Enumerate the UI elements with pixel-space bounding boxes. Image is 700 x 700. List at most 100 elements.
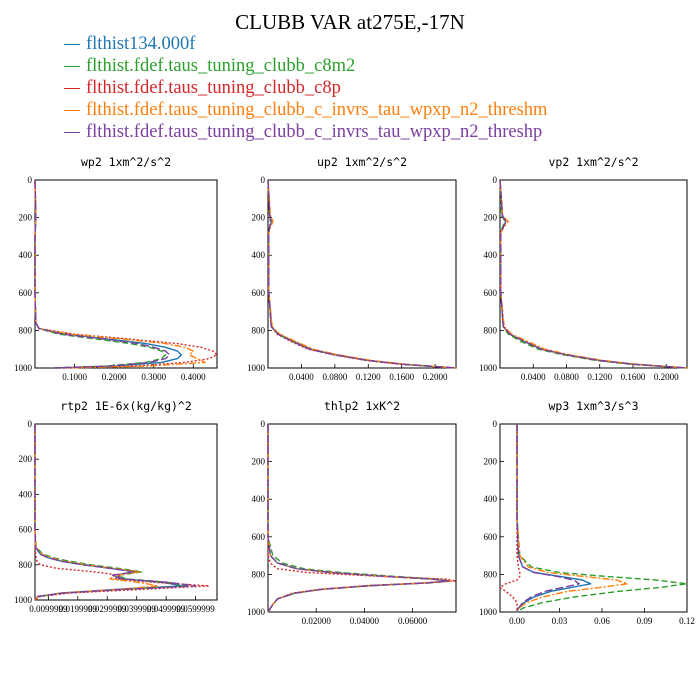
y-tick-label: 600 — [484, 288, 498, 298]
panel-frame — [499, 179, 688, 369]
x-tick-label: 0.1000 — [62, 372, 87, 382]
y-tick-label: 800 — [19, 560, 33, 570]
y-tick-label: 800 — [484, 569, 498, 579]
y-tick-label: 800 — [19, 325, 33, 335]
legend-item: flthist.fdef.taus_tuning_clubb_c8p — [64, 77, 547, 99]
x-tick-label: 0.0099999 — [29, 604, 68, 614]
legend-label: flthist.fdef.taus_tuning_clubb_c8m2 — [86, 55, 356, 76]
x-tick-label: 0.0199999 — [59, 604, 98, 614]
panel-title: wp2 1xm^2/s^2 — [81, 155, 171, 169]
x-tick-label: 0.1600 — [389, 372, 414, 382]
legend-label: flthist.fdef.taus_tuning_clubb_c8p — [86, 77, 341, 98]
y-tick-label: 400 — [252, 494, 266, 504]
x-tick-label: 0.2000 — [102, 372, 127, 382]
legend-item: flthist.fdef.taus_tuning_clubb_c_invrs_t… — [64, 121, 547, 143]
series-line — [516, 424, 688, 613]
y-tick-label: 400 — [19, 250, 33, 260]
series-line — [267, 424, 452, 613]
x-tick-label: 0.0400 — [521, 372, 546, 382]
legend-item: flthist.fdef.taus_tuning_clubb_c8m2 — [64, 55, 547, 77]
x-tick-label: 0.2000 — [654, 372, 679, 382]
series-line — [516, 424, 580, 613]
series-line — [34, 424, 159, 601]
panel-title: thlp2 1xK^2 — [324, 399, 400, 413]
series-line — [34, 424, 210, 601]
y-tick-label: 200 — [252, 457, 266, 467]
y-tick-label: 200 — [19, 213, 33, 223]
y-tick-label: 1000 — [479, 607, 498, 617]
y-tick-label: 0 — [28, 175, 33, 185]
panel-frame — [267, 423, 457, 613]
y-tick-label: 0 — [261, 175, 266, 185]
y-tick-label: 1000 — [14, 363, 33, 373]
y-tick-label: 0 — [261, 419, 266, 429]
y-tick-label: 200 — [484, 213, 498, 223]
legend-line — [64, 87, 80, 89]
x-tick-label: 0.06000 — [398, 616, 428, 626]
y-tick-label: 0 — [28, 419, 33, 429]
x-tick-label: 0.2000 — [423, 372, 448, 382]
y-tick-label: 0 — [493, 419, 498, 429]
panel-frame — [267, 179, 457, 369]
x-tick-label: 0.00 — [509, 616, 525, 626]
x-tick-label: 0.0599999 — [176, 604, 215, 614]
panel-title: wp3 1xm^3/s^3 — [548, 399, 638, 413]
y-tick-label: 1000 — [247, 607, 266, 617]
legend-line — [64, 65, 80, 67]
x-tick-label: 0.1200 — [587, 372, 612, 382]
panel: rtp2 1E-6x(kg/kg)^2 0 200 400 600 800 10000.00… — [14, 399, 218, 614]
legend-label: flthist.fdef.taus_tuning_clubb_c_invrs_t… — [86, 121, 543, 142]
y-tick-label: 400 — [19, 489, 33, 499]
panel: thlp2 1xK^2 0 200 400 600 800 1000 0.02000 0.040… — [247, 399, 457, 626]
x-tick-label: 0.03 — [552, 616, 568, 626]
series-line — [499, 179, 688, 369]
legend-line — [64, 131, 80, 133]
y-tick-label: 200 — [252, 213, 266, 223]
y-tick-label: 600 — [484, 532, 498, 542]
y-tick-label: 400 — [252, 250, 266, 260]
series-line — [516, 424, 629, 613]
y-tick-label: 0 — [493, 175, 498, 185]
series-line — [499, 424, 521, 612]
series-line — [267, 179, 457, 369]
series-line — [267, 424, 457, 613]
series-line — [34, 179, 206, 369]
series-line — [34, 424, 197, 601]
y-tick-label: 600 — [252, 288, 266, 298]
y-tick-label: 600 — [19, 288, 33, 298]
panel-frame — [499, 423, 688, 613]
series-line — [499, 179, 688, 369]
x-tick-label: 0.0399999 — [118, 604, 157, 614]
y-tick-label: 600 — [19, 525, 33, 535]
legend-line — [64, 43, 80, 45]
y-tick-label: 400 — [484, 494, 498, 504]
panel: wp3 1xm^3/s^3 0 200 400 600 800 1000 0.00 0.03 0.… — [479, 399, 695, 626]
series-line — [267, 179, 457, 369]
x-tick-label: 0.1200 — [356, 372, 381, 382]
series-line — [34, 179, 167, 369]
panel-title: up2 1xm^2/s^2 — [317, 155, 407, 169]
x-tick-label: 0.02000 — [302, 616, 332, 626]
panel: wp2 1xm^2/s^2 0 200 400 600 800 1000 0.1000 0.20… — [14, 155, 218, 382]
panel: up2 1xm^2/s^2 0 200 400 600 800 1000 0.0400 0.08… — [247, 155, 457, 382]
x-tick-label: 0.0400 — [289, 372, 314, 382]
x-tick-label: 0.3000 — [141, 372, 166, 382]
y-tick-label: 1000 — [479, 363, 498, 373]
series-line — [267, 179, 457, 369]
series-line — [499, 179, 688, 369]
series-line — [34, 179, 171, 369]
x-tick-label: 0.0499999 — [147, 604, 186, 614]
series-line — [267, 424, 450, 613]
series-line — [34, 424, 183, 601]
y-tick-label: 800 — [252, 569, 266, 579]
series-line — [499, 179, 688, 369]
legend-line — [64, 109, 80, 111]
panel-title: rtp2 1E-6x(kg/kg)^2 — [60, 399, 192, 413]
x-tick-label: 0.06 — [594, 616, 610, 626]
series-line — [267, 179, 457, 369]
figure-title: CLUBB VAR at275E,-17N — [235, 10, 465, 34]
legend-label: flthist134.000f — [86, 33, 196, 54]
x-tick-label: 0.12 — [679, 616, 695, 626]
legend-item: flthist134.000f — [64, 33, 547, 55]
